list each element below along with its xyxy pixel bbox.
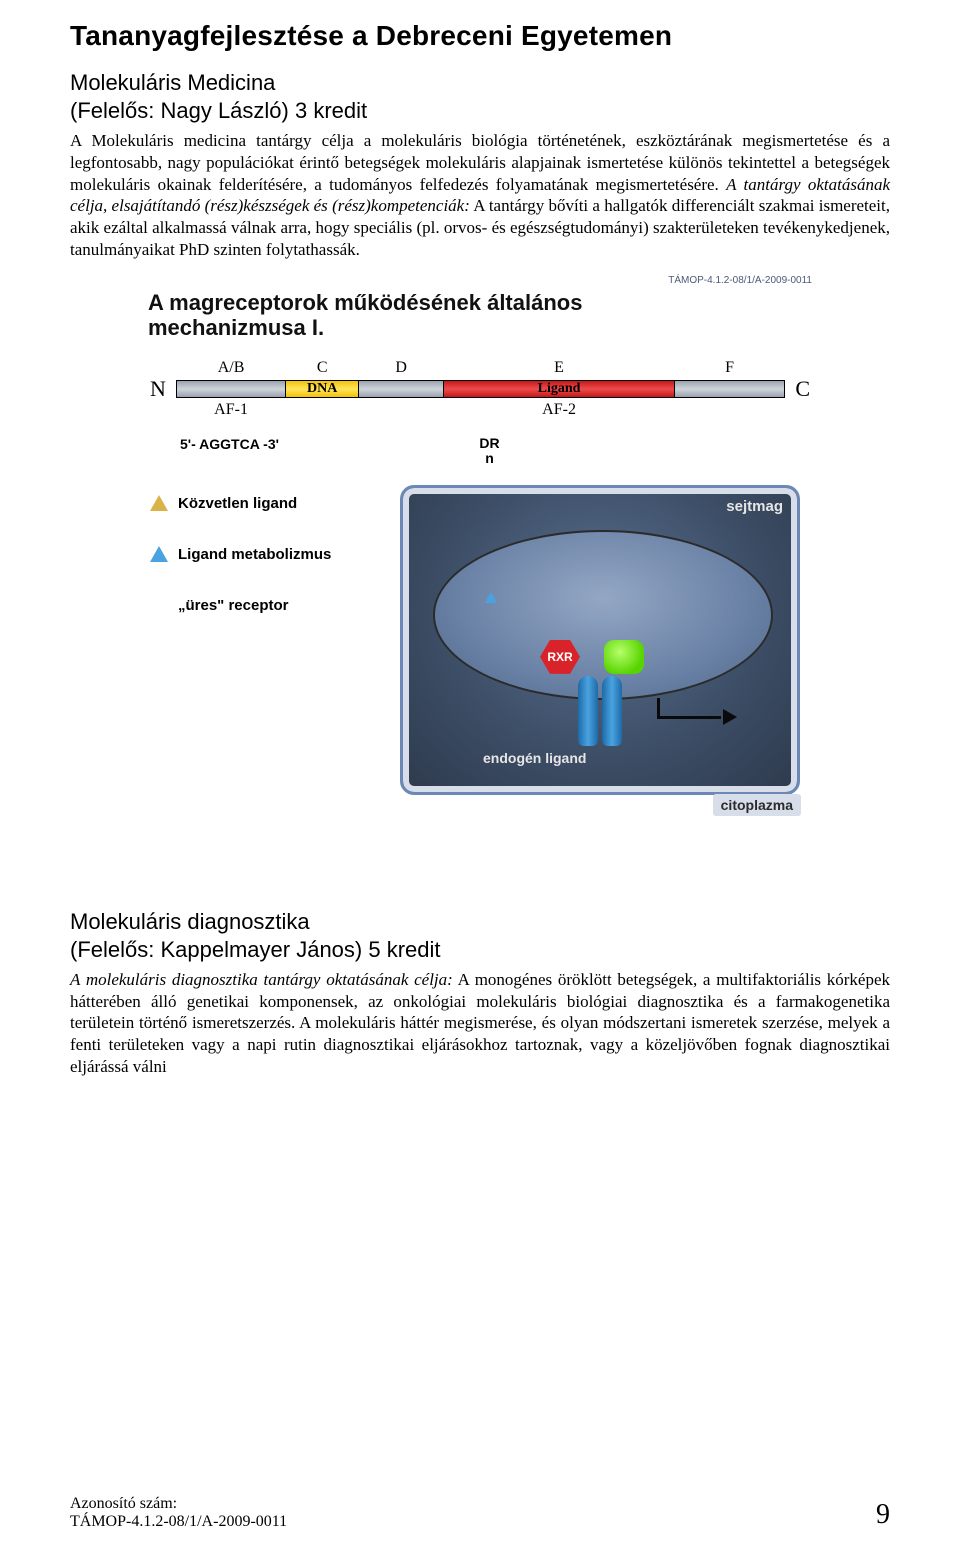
section-molekularis-medicina: Molekuláris Medicina (Felelős: Nagy Lász… <box>70 70 890 261</box>
ligand-type-item: Ligand metabolizmus <box>150 546 380 563</box>
protein-segment: EAF-2Ligand <box>444 381 675 397</box>
ligand-type-item: Közvetlen ligand <box>150 495 380 512</box>
footer-line1: Azonosító szám: <box>70 1495 287 1513</box>
segment-label-top: F <box>725 359 734 377</box>
citoplazma-label: citoplazma <box>713 794 801 816</box>
page-footer: Azonosító szám: TÁMOP-4.1.2-08/1/A-2009-… <box>70 1495 890 1531</box>
segment-label-top: D <box>395 359 407 377</box>
segment-label-top: E <box>554 359 564 377</box>
section1-responsible: (Felelős: Nagy László) 3 kredit <box>70 98 890 124</box>
endogen-ligand-label: endogén ligand <box>483 750 586 766</box>
protein-bar: A/BAF-1CDNADEAF-2LigandF <box>176 380 785 398</box>
segment-label-top: C <box>317 359 328 377</box>
c-terminus-label: C <box>795 376 810 402</box>
section2-text-italic: A molekuláris diagnosztika tantárgy okta… <box>70 970 453 989</box>
dr-n-text: n <box>479 451 499 466</box>
segment-inner-label: DNA <box>307 381 337 397</box>
dr-text: DR <box>479 436 499 451</box>
cell-panel: sejtmag RXR endogén ligand citoplazma <box>400 485 800 795</box>
n-terminus-label: N <box>150 376 166 402</box>
figure-title: A magreceptorok működésének általános me… <box>140 290 820 341</box>
figure-title-line2: mechanizmusa I. <box>148 315 324 340</box>
section2-responsible: (Felelős: Kappelmayer János) 5 kredit <box>70 937 890 963</box>
segment-label-top: A/B <box>218 359 245 377</box>
figure-wrapper: TÁMOP-4.1.2-08/1/A-2009-0011 A magrecept… <box>70 275 890 865</box>
ligand-type-label: Közvetlen ligand <box>178 495 297 512</box>
figure-title-line1: A magreceptorok működésének általános <box>148 290 582 315</box>
sequence-label: 5'- AGGTCA -3' <box>180 436 279 452</box>
section1-paragraph: A Molekuláris medicina tantárgy célja a … <box>70 130 890 261</box>
footer-line2: TÁMOP-4.1.2-08/1/A-2009-0011 <box>70 1513 287 1531</box>
segment-label-bottom: AF-2 <box>542 401 576 419</box>
ligand-type-item: „üres" receptor <box>150 597 380 614</box>
section-molekularis-diagnosztika: Molekuláris diagnosztika (Felelős: Kappe… <box>70 909 890 1078</box>
protein-domain-bar: N A/BAF-1CDNADEAF-2LigandF C <box>140 376 820 402</box>
segment-inner-label: Ligand <box>538 381 581 397</box>
coactivator-blob <box>604 640 644 674</box>
triangle-icon <box>150 546 168 562</box>
triangle-icon <box>150 495 168 511</box>
section2-paragraph: A molekuláris diagnosztika tantárgy okta… <box>70 969 890 1078</box>
protein-segment: D <box>359 381 444 397</box>
protein-segment: CDNA <box>286 381 359 397</box>
transcription-arrow-icon <box>657 708 737 726</box>
ligand-triangle-icon <box>485 592 497 603</box>
receptor-schematic: Közvetlen ligand Ligand metabolizmus „üres… <box>140 485 820 865</box>
page-number: 9 <box>876 1499 890 1531</box>
protein-segment: A/BAF-1 <box>177 381 286 397</box>
nucleus-shape <box>433 530 773 700</box>
sejtmag-label: sejtmag <box>726 498 783 515</box>
section1-heading: Molekuláris Medicina <box>70 70 890 96</box>
protein-segment: F <box>675 381 784 397</box>
receptor-cylinder <box>602 676 622 746</box>
receptor-cylinder <box>578 676 598 746</box>
figure-topnote: TÁMOP-4.1.2-08/1/A-2009-0011 <box>140 275 820 286</box>
ligand-type-label: „üres" receptor <box>178 597 289 614</box>
page-title: Tananyagfejlesztése a Debreceni Egyeteme… <box>70 20 890 52</box>
footer-identifier: Azonosító szám: TÁMOP-4.1.2-08/1/A-2009-… <box>70 1495 287 1531</box>
section2-heading: Molekuláris diagnosztika <box>70 909 890 935</box>
receptor-dimers <box>578 676 622 746</box>
ligand-type-list: Közvetlen ligand Ligand metabolizmus „üres… <box>150 495 380 648</box>
figure: TÁMOP-4.1.2-08/1/A-2009-0011 A magrecept… <box>140 275 820 865</box>
dr-label: DR n <box>479 436 499 467</box>
segment-label-bottom: AF-1 <box>214 401 248 419</box>
ligand-type-label: Ligand metabolizmus <box>178 546 331 563</box>
